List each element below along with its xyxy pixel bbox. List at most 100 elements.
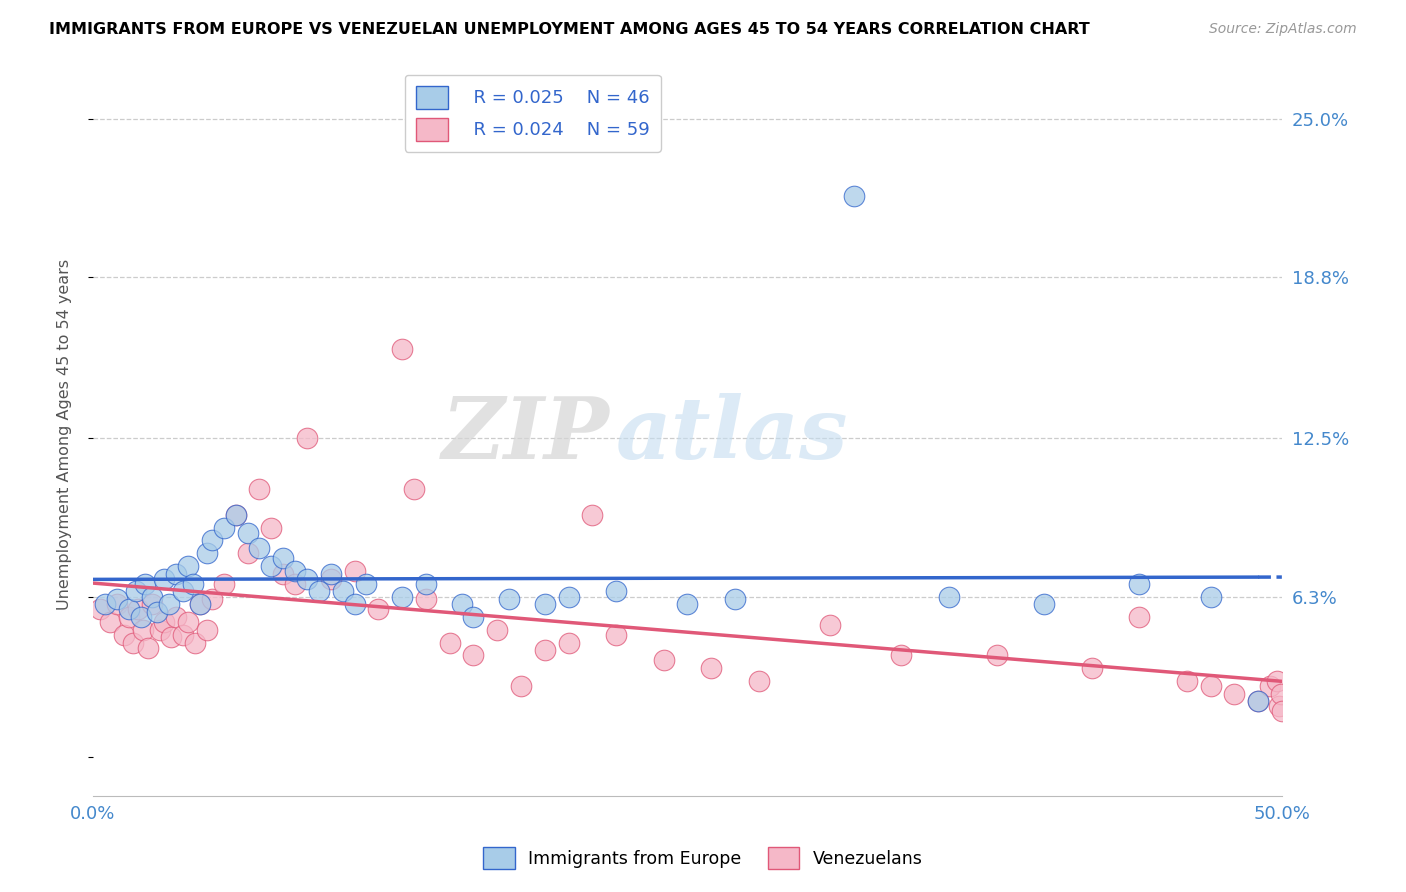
Point <box>212 576 235 591</box>
Point <box>271 566 294 581</box>
Point <box>236 546 259 560</box>
Point <box>188 597 211 611</box>
Point <box>105 597 128 611</box>
Point <box>676 597 699 611</box>
Point <box>1223 687 1246 701</box>
Point <box>533 597 555 611</box>
Point <box>181 576 204 591</box>
Point <box>986 648 1008 663</box>
Point <box>1247 694 1270 708</box>
Point <box>132 623 155 637</box>
Point <box>332 584 354 599</box>
Point <box>1265 673 1288 688</box>
Point <box>1128 576 1150 591</box>
Point <box>498 592 520 607</box>
Point <box>1128 610 1150 624</box>
Point <box>98 615 121 629</box>
Point <box>391 342 413 356</box>
Point <box>319 572 342 586</box>
Point <box>188 597 211 611</box>
Point <box>510 679 533 693</box>
Point <box>134 576 156 591</box>
Point <box>557 590 579 604</box>
Point <box>818 617 841 632</box>
Legend: Immigrants from Europe, Venezuelans: Immigrants from Europe, Venezuelans <box>477 840 929 876</box>
Point <box>105 592 128 607</box>
Point <box>225 508 247 522</box>
Point <box>260 558 283 573</box>
Point <box>94 597 117 611</box>
Point <box>141 590 163 604</box>
Point <box>748 673 770 688</box>
Point <box>415 592 437 607</box>
Point <box>118 610 141 624</box>
Point <box>284 564 307 578</box>
Point <box>122 635 145 649</box>
Point <box>842 188 865 202</box>
Point <box>160 631 183 645</box>
Point <box>177 558 200 573</box>
Point <box>112 628 135 642</box>
Point <box>129 610 152 624</box>
Point <box>284 576 307 591</box>
Point <box>605 628 627 642</box>
Point <box>271 551 294 566</box>
Text: Source: ZipAtlas.com: Source: ZipAtlas.com <box>1209 22 1357 37</box>
Point <box>1270 687 1292 701</box>
Point <box>195 623 218 637</box>
Point <box>295 572 318 586</box>
Point <box>1080 661 1102 675</box>
Point <box>938 590 960 604</box>
Point <box>1199 679 1222 693</box>
Point <box>1175 673 1198 688</box>
Point <box>146 605 169 619</box>
Point <box>249 483 271 497</box>
Y-axis label: Unemployment Among Ages 45 to 54 years: Unemployment Among Ages 45 to 54 years <box>58 259 72 610</box>
Point <box>141 597 163 611</box>
Point <box>1271 705 1294 719</box>
Point <box>356 576 378 591</box>
Point <box>605 584 627 599</box>
Text: atlas: atlas <box>616 392 849 476</box>
Point <box>212 520 235 534</box>
Point <box>184 635 207 649</box>
Point <box>415 576 437 591</box>
Point <box>463 648 485 663</box>
Point <box>391 590 413 604</box>
Point <box>367 602 389 616</box>
Point <box>125 584 148 599</box>
Point <box>343 564 366 578</box>
Text: ZIP: ZIP <box>443 392 610 476</box>
Point <box>1268 699 1291 714</box>
Point <box>225 508 247 522</box>
Point <box>149 623 172 637</box>
Point <box>463 610 485 624</box>
Point <box>201 592 224 607</box>
Text: IMMIGRANTS FROM EUROPE VS VENEZUELAN UNEMPLOYMENT AMONG AGES 45 TO 54 YEARS CORR: IMMIGRANTS FROM EUROPE VS VENEZUELAN UNE… <box>49 22 1090 37</box>
Point <box>136 640 159 655</box>
Point <box>700 661 723 675</box>
Point <box>157 597 180 611</box>
Point <box>153 572 176 586</box>
Point <box>1033 597 1056 611</box>
Point <box>236 525 259 540</box>
Point <box>652 653 675 667</box>
Point <box>308 584 330 599</box>
Point <box>450 597 472 611</box>
Legend:   R = 0.025    N = 46,   R = 0.024    N = 59: R = 0.025 N = 46, R = 0.024 N = 59 <box>405 75 661 152</box>
Point <box>486 623 509 637</box>
Point <box>201 533 224 548</box>
Point <box>165 610 187 624</box>
Point <box>165 566 187 581</box>
Point <box>343 597 366 611</box>
Point <box>533 643 555 657</box>
Point <box>581 508 603 522</box>
Point <box>118 602 141 616</box>
Point <box>724 592 747 607</box>
Point <box>172 584 194 599</box>
Point <box>249 541 271 555</box>
Point <box>127 602 149 616</box>
Point <box>1199 590 1222 604</box>
Point <box>260 520 283 534</box>
Point <box>295 431 318 445</box>
